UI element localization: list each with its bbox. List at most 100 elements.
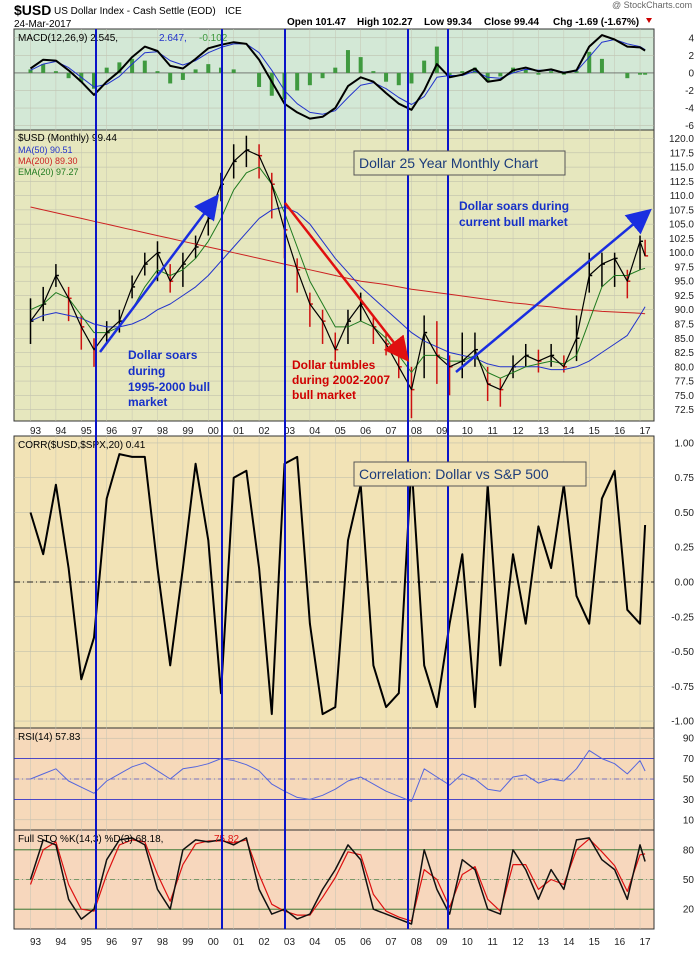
open-value: Open 101.47 [287,17,346,28]
macd-histogram-bar [295,72,300,91]
correlation-ytick-label: -0.25 [671,612,694,623]
x-axis-label-bottom: 06 [360,937,372,948]
macd-histogram-bar [257,72,262,87]
macd-histogram-bar [460,71,465,73]
macd-histogram-bar [422,60,427,73]
macd-histogram-bar [155,71,160,73]
macd-histogram-bar [574,71,579,73]
tumble-line-3: bull market [292,388,356,402]
macd-histogram-bar [333,67,338,73]
correlation-ytick-label: 0.00 [675,578,695,589]
rsi-ytick-label: 70 [683,754,695,765]
macd-histogram-bar [523,69,528,73]
x-axis-label-mid: 12 [512,426,524,437]
price-ytick-label: 90.0 [675,305,695,316]
correlation-ytick-label: 0.25 [675,543,695,554]
down-arrow-2002-2007 [284,202,410,362]
x-axis-label-bottom: 95 [81,937,93,948]
macd-histogram-bar [231,69,236,73]
x-axis-label-mid: 93 [30,426,42,437]
macd-ytick-label: -4 [685,104,694,115]
macd-histogram-bar [587,51,592,73]
rsi-line [30,749,646,802]
macd-histogram-bar [269,72,274,96]
correlation-ytick-label: -0.50 [671,647,694,658]
price-legend-ema20: EMA(20) 97.27 [18,167,79,177]
price-ytick-label: 72.5 [675,405,695,416]
macd-histogram-bar [180,72,185,80]
macd-histogram-bar [472,67,477,73]
x-axis-label-bottom: 16 [614,937,626,948]
macd-histogram-bar [384,72,389,82]
correlation-ytick-label: -0.75 [671,682,694,693]
x-axis-label-mid: 17 [639,426,651,437]
stochastic-ytick-label: 50 [683,875,695,886]
x-axis-label-bottom: 05 [335,937,347,948]
macd-histogram-bar [447,72,452,77]
x-axis-label-mid: 03 [284,426,296,437]
x-axis-label-mid: 99 [182,426,194,437]
sto-d-line [29,838,646,922]
stochastic-ytick-label: 80 [683,845,695,856]
macd-histogram-bar [92,72,96,89]
x-axis-label-bottom: 02 [259,937,271,948]
macd-histogram-bar [409,72,414,84]
macd-histogram-bar [142,60,147,73]
macd-histogram-bar [320,72,325,79]
watermark: @ StockCharts.com [612,0,692,10]
macd-histogram-bar [599,58,604,73]
x-axis-label-mid: 02 [259,426,271,437]
price-ytick-label: 75.0 [675,391,695,402]
x-axis-label-mid: 08 [411,426,423,437]
x-axis-label-mid: 94 [55,426,67,437]
macd-histogram-bar [307,72,312,86]
price-ytick-label: 117.5 [670,148,695,159]
macd-histogram-bar [434,46,439,73]
up-arrow-current [455,208,652,373]
x-axis-label-mid: 05 [335,426,347,437]
macd-ytick-label: 4 [688,33,694,44]
x-axis-label-mid: 96 [106,426,118,437]
x-axis-label-bottom: 04 [309,937,321,948]
price-ytick-label: 77.5 [675,377,695,388]
x-axis-label-mid: 00 [208,426,220,437]
correlation-ytick-label: 0.75 [675,473,695,484]
macd-histogram-bar [130,58,135,73]
macd-histogram-bar [66,72,71,79]
rsi-ytick-label: 90 [683,734,695,745]
up-arrow-1995-2000 [99,194,220,353]
x-axis-label-bottom: 17 [639,937,651,948]
soar2-annotation: Dollar soars during current bull market [459,199,569,229]
title-box [353,150,566,176]
x-axis-label-bottom: 93 [30,937,42,948]
macd-histogram-bar [358,57,363,73]
x-axis-label-mid: 10 [462,426,474,437]
macd-histogram-bar [117,62,122,73]
rsi-ytick-label: 50 [683,775,695,786]
correlation-line [29,453,647,716]
macd-histogram-bar [536,72,541,75]
x-axis-label-bottom: 14 [563,937,575,948]
x-axis-label-bottom: 11 [487,937,498,948]
ma50-line [30,206,646,371]
symbol-title: $USD [14,2,51,18]
x-axis-label-bottom: 12 [512,937,524,948]
macd-histogram-bar [498,72,503,77]
macd-panel [13,28,655,131]
price-ytick-label: 92.5 [675,291,695,302]
x-axis-label-bottom: 97 [132,937,144,948]
close-value: Close 99.44 [484,17,539,28]
tumble-line-1: Dollar tumbles [292,358,376,372]
x-axis-label-bottom: 10 [462,937,474,948]
sto-legend-2: 75.82 [214,834,239,845]
corr-box-text: Correlation: Dollar vs S&P 500 [359,466,549,482]
price-ytick-label: 107.5 [669,205,694,216]
soar1-line-2: during [128,364,165,378]
price-ytick-label: 112.5 [670,177,695,188]
macd-ytick-label: -2 [685,86,694,97]
low-value: Low 99.34 [424,17,472,28]
macd-histogram-bar [396,72,401,86]
price-ytick-label: 87.5 [675,320,695,331]
down-triangle-icon [646,18,652,23]
